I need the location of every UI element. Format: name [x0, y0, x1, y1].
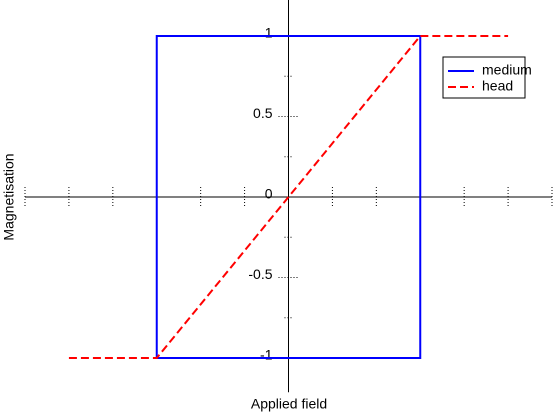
legend-box: [442, 56, 526, 99]
y-tick-label: -0.5: [248, 266, 272, 282]
y-axis-label: Magnetisation: [1, 153, 17, 240]
y-tick-label: 1: [265, 25, 273, 41]
series-line: [68, 35, 509, 359]
legend-label: head: [482, 78, 513, 94]
y-tick-label: 0.5: [253, 105, 273, 121]
legend-label: medium: [482, 62, 532, 78]
x-axis-label: Applied field: [251, 396, 327, 412]
y-tick-label: -1: [260, 347, 273, 363]
y-tick-label: 0: [265, 186, 273, 202]
series-line: [155, 35, 422, 359]
